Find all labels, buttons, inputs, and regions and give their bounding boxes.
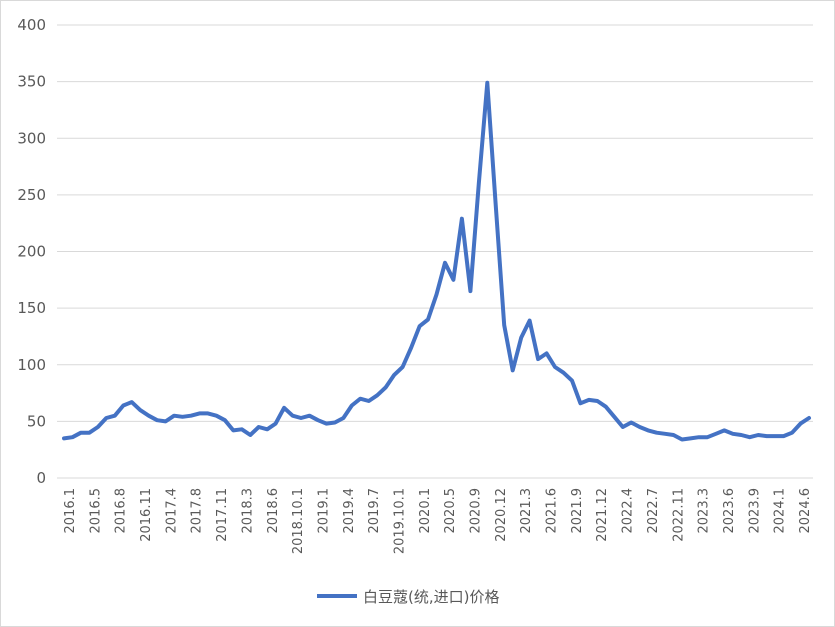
- y-tick-label: 0: [36, 469, 46, 487]
- x-tick-label: 2019.7: [367, 488, 382, 534]
- y-tick-label: 350: [17, 73, 46, 91]
- x-tick-label: 2019.10.1: [393, 488, 408, 554]
- x-tick-label: 2017.4: [164, 488, 179, 534]
- x-tick-label: 2018.6: [266, 488, 281, 534]
- x-tick-label: 2021.12: [595, 488, 610, 542]
- x-tick-label: 2016.11: [139, 488, 154, 542]
- y-tick-label: 300: [17, 129, 46, 147]
- x-tick-label: 2017.8: [190, 488, 205, 534]
- x-tick-label: 2020.12: [494, 488, 509, 542]
- x-tick-label: 2023.6: [722, 488, 737, 534]
- x-tick-label: 2024.1: [773, 488, 788, 534]
- x-tick-label: 2018.10.1: [291, 488, 306, 554]
- x-tick-label: 2022.4: [621, 488, 636, 534]
- y-tick-label: 150: [17, 299, 46, 317]
- x-tick-label: 2020.9: [469, 488, 484, 534]
- x-tick-label: 2019.4: [342, 488, 357, 534]
- x-tick-label: 2023.9: [747, 488, 762, 534]
- series-line: [62, 80, 811, 442]
- x-tick-label: 2020.1: [418, 488, 433, 534]
- y-tick-label: 50: [27, 412, 46, 430]
- x-tick-label: 2022.7: [646, 488, 661, 534]
- y-axis-ticks: 0 50 100 150 200 250 300 350 400: [17, 16, 46, 487]
- y-tick-label: 200: [17, 243, 46, 261]
- x-tick-label: 2024.6: [798, 488, 813, 534]
- x-tick-label: 2019.1: [316, 488, 331, 534]
- x-tick-label: 2017.11: [215, 488, 230, 542]
- x-tick-label: 2020.5: [443, 488, 458, 534]
- x-tick-label: 2023.3: [697, 488, 712, 534]
- x-tick-label: 2021.9: [570, 488, 585, 534]
- x-tick-label: 2016.5: [88, 488, 103, 534]
- legend-label: 白豆蔻(统,进口)价格: [363, 588, 499, 606]
- x-tick-label: 2016.1: [63, 488, 78, 534]
- x-tick-label: 2016.8: [114, 488, 129, 534]
- y-tick-label: 250: [17, 186, 46, 204]
- x-tick-label: 2018.3: [240, 488, 255, 534]
- x-tick-label: 2021.3: [519, 488, 534, 534]
- gridlines: [57, 24, 813, 479]
- x-tick-label: 2021.6: [545, 488, 560, 534]
- x-tick-label: 2022.11: [671, 488, 686, 542]
- legend: 白豆蔻(统,进口)价格: [317, 588, 499, 606]
- y-tick-label: 400: [17, 16, 46, 34]
- y-tick-label: 100: [17, 356, 46, 374]
- x-axis-ticks: 2016.1 2016.5 2016.8 2016.11 2017.4 2017.8 201…: [63, 488, 813, 554]
